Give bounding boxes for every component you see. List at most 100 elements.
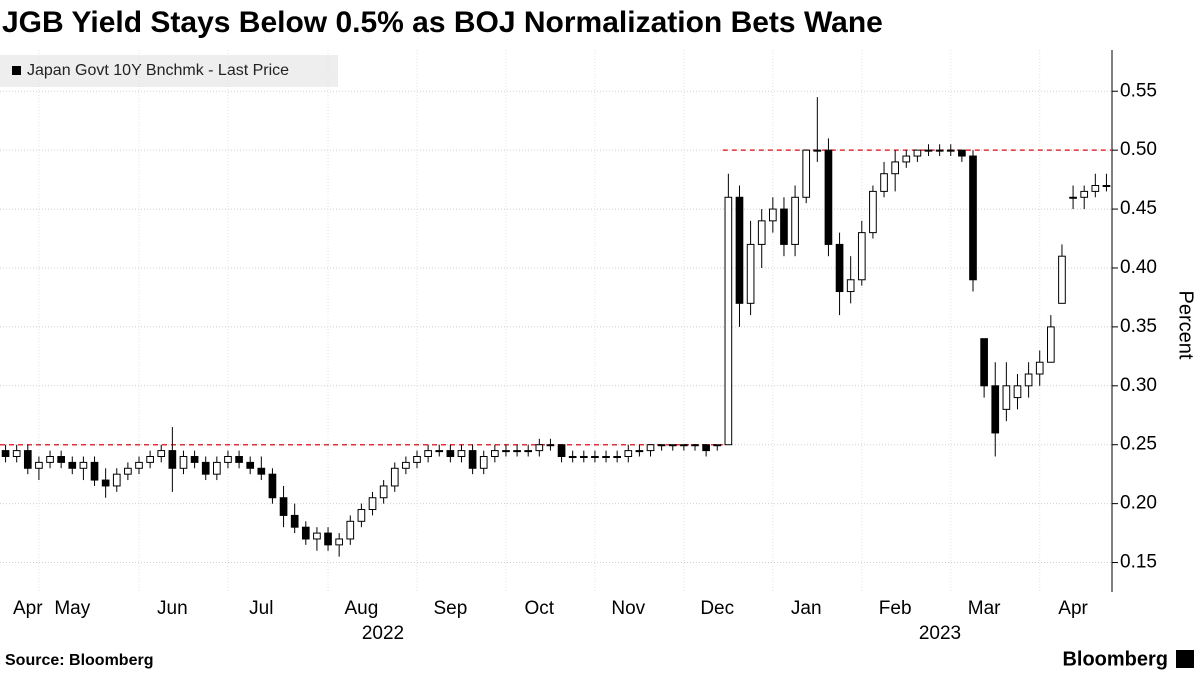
candle-body: [546, 444, 555, 447]
candle-body: [668, 444, 677, 447]
candle-body: [835, 243, 844, 293]
candle-body: [1013, 385, 1022, 399]
candle-body: [802, 149, 811, 198]
candle-body: [1091, 185, 1100, 192]
candle-body: [335, 538, 343, 546]
x-tick-label: Apr: [1058, 598, 1088, 619]
candle-body: [68, 461, 77, 469]
candle-body: [190, 456, 199, 463]
candle-body: [1002, 385, 1011, 410]
candle-body: [1102, 185, 1111, 187]
candle-body: [880, 173, 888, 192]
candle-body: [279, 497, 288, 516]
candle-body: [568, 456, 577, 458]
y-tick-label: 0.50: [1120, 139, 1157, 160]
candle-body: [435, 450, 444, 453]
candle-body: [824, 149, 833, 245]
candle-body: [479, 456, 488, 469]
candle-body: [379, 485, 388, 499]
year-label: 2022: [362, 623, 404, 644]
candle-body: [402, 461, 410, 469]
candle-body: [368, 497, 377, 511]
brand-icon: [1176, 650, 1194, 668]
candle-body: [857, 232, 866, 281]
candle-body: [891, 161, 899, 175]
candle-body: [235, 456, 243, 463]
x-tick-label: Feb: [879, 598, 912, 619]
candle-body: [201, 461, 210, 475]
candle-body: [524, 450, 533, 453]
candle-body: [724, 196, 733, 446]
y-tick-label: 0.35: [1120, 316, 1157, 337]
candle-body: [691, 444, 699, 447]
candle-body: [980, 338, 988, 387]
candle-body: [168, 450, 177, 469]
candle-body: [12, 450, 21, 458]
legend-box: [0, 55, 338, 87]
candle-body: [457, 450, 466, 458]
candle-body: [1, 450, 10, 458]
candle-body: [735, 196, 744, 304]
x-tick-label: May: [54, 598, 90, 619]
candle-body: [579, 456, 588, 458]
y-tick-label: 0.55: [1120, 80, 1157, 101]
candle-body: [502, 450, 510, 453]
candle-body: [157, 450, 166, 458]
candle-body: [413, 456, 421, 463]
candle-body: [246, 461, 255, 469]
x-tick-label: Sep: [433, 598, 467, 619]
x-tick-label: Jun: [157, 598, 188, 619]
candle-body: [513, 450, 521, 453]
candle-body: [958, 149, 966, 157]
y-tick-label: 0.45: [1120, 198, 1157, 219]
candle-body: [713, 444, 722, 447]
candle-body: [1058, 255, 1066, 304]
candle-body: [179, 456, 188, 469]
candle-body: [324, 532, 332, 546]
y-axis-label: Percent: [1175, 291, 1197, 360]
chart-title: JGB Yield Stays Below 0.5% as BOJ Normal…: [2, 6, 883, 39]
candle-body: [1047, 326, 1055, 363]
legend-swatch: [12, 66, 21, 75]
candle-body: [946, 149, 955, 152]
candle-body: [357, 509, 366, 522]
candle-body: [146, 456, 154, 463]
candle-body: [257, 467, 266, 475]
candle-body: [1024, 373, 1033, 387]
candle-body: [46, 456, 54, 463]
candle-body: [746, 243, 755, 304]
candle-body: [79, 461, 88, 469]
y-tick-label: 0.20: [1120, 493, 1157, 514]
candle-body: [57, 456, 65, 463]
candle-body: [557, 444, 566, 457]
candle-body: [446, 450, 455, 458]
source: Source: Bloomberg: [5, 652, 153, 669]
candle-body: [935, 149, 944, 152]
candle-body: [23, 450, 32, 469]
x-tick-label: Dec: [700, 598, 734, 619]
candle-body: [1080, 190, 1089, 198]
x-tick-label: Nov: [611, 598, 645, 619]
x-tick-label: Aug: [344, 598, 378, 619]
candle-body: [290, 514, 299, 528]
y-tick-label: 0.15: [1120, 552, 1157, 573]
x-tick-label: Jan: [791, 598, 822, 619]
brand: Bloomberg: [1062, 648, 1168, 670]
candle-body: [680, 444, 688, 447]
candle-body: [813, 149, 822, 152]
candle-body: [624, 450, 633, 458]
candle-body: [1069, 196, 1077, 199]
candle-body: [646, 444, 655, 452]
candle-body: [846, 279, 855, 293]
year-label: 2023: [919, 623, 961, 644]
candle-body: [424, 450, 432, 458]
candle-body: [468, 450, 477, 469]
candle-body: [991, 385, 1000, 434]
x-tick-label: Apr: [13, 598, 43, 619]
candle-body: [213, 461, 221, 475]
y-tick-label: 0.30: [1120, 375, 1157, 396]
x-tick-label: Jul: [249, 598, 273, 619]
candle-body: [769, 208, 777, 222]
